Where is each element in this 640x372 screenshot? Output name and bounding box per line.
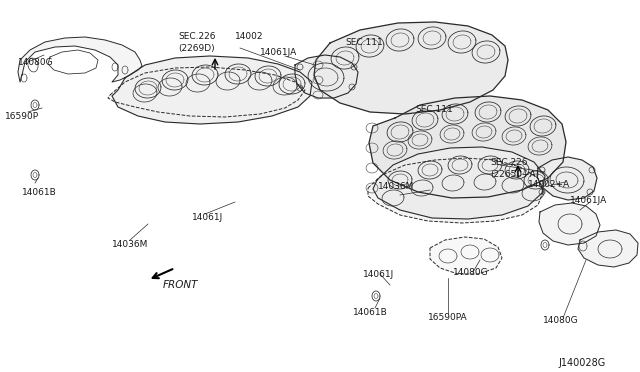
Text: SEC.226: SEC.226	[178, 32, 216, 41]
Text: 14002+A: 14002+A	[528, 180, 570, 189]
Polygon shape	[295, 55, 358, 98]
Text: 14080G: 14080G	[18, 58, 54, 67]
Text: 14061J: 14061J	[363, 270, 394, 279]
Text: (22650+A): (22650+A)	[490, 170, 539, 179]
Text: 14080G: 14080G	[453, 268, 488, 277]
Polygon shape	[369, 96, 566, 198]
Text: 14061JA: 14061JA	[570, 196, 607, 205]
Polygon shape	[537, 157, 597, 200]
Polygon shape	[539, 203, 600, 245]
Polygon shape	[430, 237, 502, 274]
Text: 14061B: 14061B	[353, 308, 388, 317]
Polygon shape	[578, 230, 638, 267]
Text: SEC.226: SEC.226	[490, 158, 527, 167]
Text: 14061JA: 14061JA	[260, 48, 297, 57]
Text: SEC.111: SEC.111	[345, 38, 383, 47]
Polygon shape	[108, 67, 305, 117]
Text: 14061J: 14061J	[192, 213, 223, 222]
Polygon shape	[112, 56, 312, 124]
Text: (2269D): (2269D)	[178, 44, 214, 53]
Text: SEC.111: SEC.111	[415, 105, 452, 114]
Text: 16590P: 16590P	[5, 112, 39, 121]
Text: 14036M: 14036M	[378, 182, 414, 191]
Text: 14036M: 14036M	[112, 240, 148, 249]
Polygon shape	[314, 22, 508, 114]
Text: 16590PA: 16590PA	[428, 313, 468, 322]
Text: FRONT: FRONT	[163, 280, 198, 290]
Polygon shape	[18, 37, 142, 82]
Polygon shape	[368, 158, 543, 223]
Text: 14080G: 14080G	[543, 316, 579, 325]
Text: 14002: 14002	[235, 32, 264, 41]
Polygon shape	[373, 147, 545, 219]
Text: J140028G: J140028G	[558, 358, 605, 368]
Text: 14061B: 14061B	[22, 188, 57, 197]
